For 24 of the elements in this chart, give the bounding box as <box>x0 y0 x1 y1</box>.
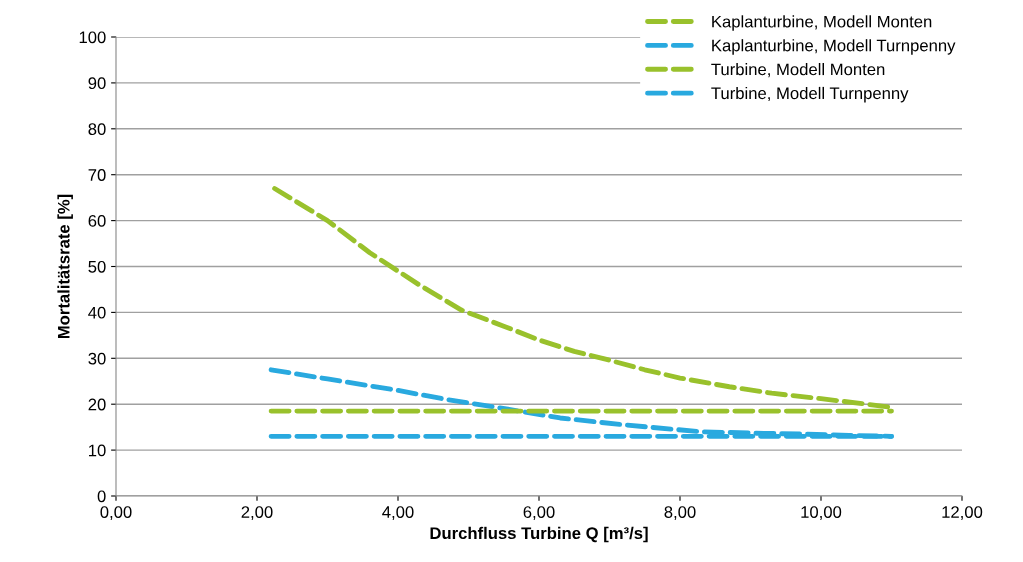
legend-label: Kaplanturbine, Modell Monten <box>712 15 932 31</box>
y-tick-label: 0 <box>97 490 106 503</box>
legend-label: Kaplanturbine, Modell Turnpenny <box>712 39 956 55</box>
legend-label: Turbine, Modell Monten <box>711 63 885 78</box>
y-tick-label: 50 <box>88 260 106 273</box>
x-tick-label: 8,00 <box>664 506 696 520</box>
x-axis-title: Durchfluss Turbine Q [m³/s] <box>430 526 648 543</box>
y-tick-label: 40 <box>88 306 106 319</box>
y-tick-label: 80 <box>88 123 106 135</box>
x-tick-label: 6,00 <box>523 506 555 520</box>
y-tick-label: 10 <box>89 444 106 457</box>
y-tick-label: 100 <box>79 31 106 44</box>
y-axis-title: Mortalitätsrate [%] <box>57 194 73 339</box>
y-tick-label: 20 <box>88 398 106 411</box>
y-tick-label: 30 <box>88 352 106 365</box>
y-tick-label: 90 <box>88 77 106 90</box>
y-tick-label: 70 <box>88 169 106 181</box>
y-tick-label: 60 <box>88 215 106 227</box>
x-tick-label: 12,00 <box>942 506 983 520</box>
x-tick-label: 2,00 <box>241 506 273 520</box>
legend-label: Turbine, Modell Turnpenny <box>711 86 909 103</box>
x-tick-label: 0,00 <box>100 506 132 520</box>
x-tick-label: 10,00 <box>801 506 842 520</box>
x-tick-label: 4,00 <box>382 506 414 520</box>
